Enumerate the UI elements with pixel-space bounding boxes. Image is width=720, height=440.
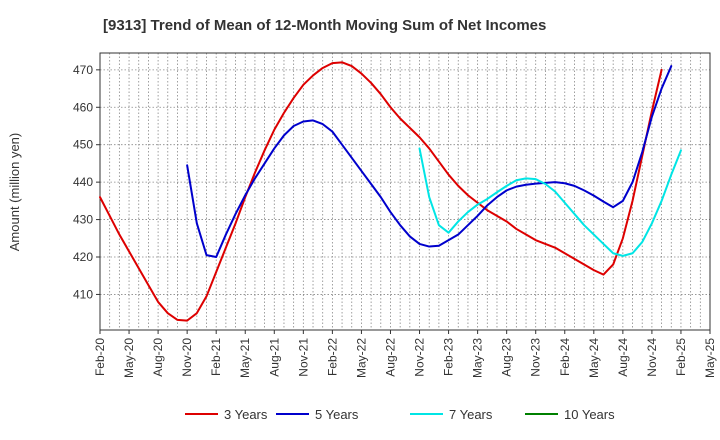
y-tick-label: 420 — [73, 250, 93, 264]
y-tick-label: 430 — [73, 213, 93, 227]
series-line-5-years — [186, 65, 673, 259]
x-tick-label: Feb-20 — [93, 338, 107, 376]
x-tick-label: Feb-21 — [209, 338, 223, 376]
series-lines — [99, 61, 682, 322]
x-tick-label: May-20 — [122, 338, 136, 378]
chart-title: [9313] Trend of Mean of 12-Month Moving … — [103, 17, 546, 34]
x-tick-label: Nov-20 — [180, 338, 194, 377]
x-tick-label: May-21 — [238, 338, 252, 378]
x-tick-label: Nov-24 — [645, 338, 659, 377]
x-tick-label: Feb-25 — [674, 338, 688, 376]
y-axis-ticks: 410 420 430 440 450 460 470 — [73, 63, 100, 301]
x-axis-ticks: Feb-20 May-20 Aug-20 Nov-20 Feb-21 May-21 Aug-… — [93, 330, 717, 378]
plot-area-border — [99, 52, 711, 331]
x-tick-label: May-25 — [703, 338, 717, 378]
x-tick-label: Aug-21 — [267, 338, 281, 377]
x-tick-label: Aug-20 — [151, 338, 165, 377]
x-tick-label: May-24 — [587, 338, 601, 378]
legend-label-7-years: 7 Years — [449, 407, 493, 422]
y-tick-label: 440 — [73, 175, 93, 189]
x-tick-label: Nov-21 — [296, 338, 310, 377]
x-tick-label: May-23 — [471, 338, 485, 378]
series-line-3-years — [99, 61, 663, 322]
y-tick-label: 450 — [73, 138, 93, 152]
x-tick-label: Aug-22 — [383, 338, 397, 377]
x-tick-label: Feb-22 — [325, 338, 339, 376]
legend: 3 Years 5 Years 7 Years 10 Years — [185, 407, 615, 422]
legend-label-10-years: 10 Years — [564, 407, 615, 422]
y-axis-label: Amount (million yen) — [7, 133, 22, 252]
x-tick-label: Aug-24 — [616, 338, 630, 377]
gridlines — [100, 53, 710, 330]
series-line-7-years — [418, 147, 682, 257]
legend-label-3-years: 3 Years — [224, 407, 268, 422]
x-tick-label: May-22 — [354, 338, 368, 378]
legend-label-5-years: 5 Years — [315, 407, 359, 422]
x-tick-label: Feb-23 — [442, 338, 456, 376]
x-tick-label: Feb-24 — [558, 338, 572, 376]
x-tick-label: Nov-23 — [529, 338, 543, 377]
x-tick-label: Nov-22 — [413, 338, 427, 377]
y-tick-label: 460 — [73, 100, 93, 114]
y-tick-label: 470 — [73, 63, 93, 77]
y-tick-label: 410 — [73, 287, 93, 301]
x-tick-label: Aug-23 — [500, 338, 514, 377]
